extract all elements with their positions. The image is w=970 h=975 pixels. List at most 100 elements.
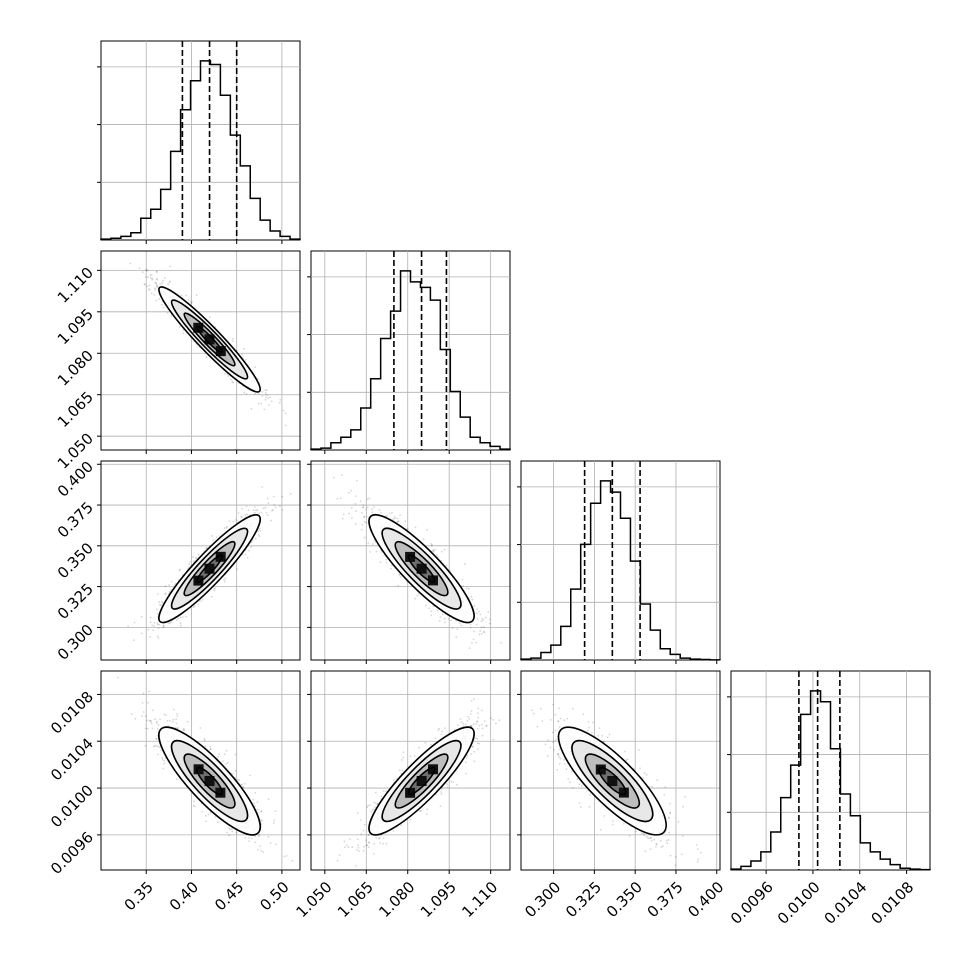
scatter-point	[355, 510, 357, 512]
scatter-point	[172, 721, 174, 723]
scatter-point	[147, 702, 149, 704]
scatter-point	[402, 770, 404, 772]
scatter-point	[228, 834, 230, 836]
scatter-point	[232, 338, 234, 340]
scatter-point	[143, 711, 145, 713]
scatter-point	[476, 624, 478, 626]
scatter-point	[252, 799, 254, 801]
scatter-point	[152, 710, 154, 712]
scatter-point	[425, 605, 427, 607]
scatter-point	[165, 585, 167, 587]
scatter-point	[180, 625, 182, 627]
scatter-point	[176, 722, 178, 724]
scatter-point	[273, 820, 275, 822]
panel-background	[101, 251, 300, 450]
scatter-point	[363, 846, 365, 848]
scatter-point	[461, 625, 463, 627]
scatter-panel-3-2	[307, 461, 517, 683]
scatter-point	[465, 773, 467, 775]
scatter-point	[489, 623, 491, 625]
scatter-point	[224, 581, 226, 583]
scatter-point	[437, 610, 439, 612]
scatter-point	[257, 849, 259, 851]
scatter-point	[191, 303, 193, 305]
scatter-point	[254, 792, 256, 794]
scatter-point	[226, 526, 228, 528]
scatter-point	[434, 549, 436, 551]
scatter-point	[176, 619, 178, 621]
scatter-point	[159, 718, 161, 720]
scatter-point	[193, 800, 195, 802]
scatter-point	[428, 607, 430, 609]
scatter-point	[175, 718, 177, 720]
scatter-point	[224, 527, 226, 529]
scatter-point	[464, 563, 466, 565]
scatter-point	[185, 295, 187, 297]
scatter-point	[363, 507, 365, 509]
scatter-point	[187, 721, 189, 723]
scatter-point	[476, 612, 478, 614]
scatter-point	[243, 392, 245, 394]
scatter-point	[145, 728, 147, 730]
scatter-point	[176, 713, 178, 715]
scatter-point	[478, 611, 480, 613]
scatter-point	[372, 543, 374, 545]
scatter-point	[184, 729, 186, 731]
scatter-point	[351, 507, 353, 509]
scatter-point	[343, 841, 345, 843]
scatter-point	[185, 616, 187, 618]
scatter-point	[232, 382, 234, 384]
scatter-point	[217, 756, 219, 758]
scatter-point	[209, 746, 211, 748]
scatter-point	[397, 518, 399, 520]
scatter-point	[135, 718, 137, 720]
scatter-point	[245, 359, 247, 361]
scatter-point	[439, 620, 441, 622]
scatter-point	[169, 266, 171, 268]
scatter-point	[246, 506, 248, 508]
scatter-point	[202, 599, 204, 601]
scatter-point	[199, 727, 201, 729]
scatter-point	[284, 856, 286, 858]
scatter-point	[262, 395, 264, 397]
scatter-point	[379, 509, 381, 511]
scatter-point	[261, 486, 263, 488]
scatter-point	[365, 509, 367, 511]
scatter-panel-3-1	[97, 461, 300, 664]
scatter-point	[393, 779, 395, 781]
scatter-point	[157, 635, 159, 637]
scatter-point	[426, 808, 428, 810]
scatter-point	[198, 604, 200, 606]
scatter-point	[160, 604, 162, 606]
scatter-point	[462, 585, 464, 587]
scatter-point	[516, 681, 518, 683]
scatter-point	[267, 395, 269, 397]
scatter-point	[240, 516, 242, 518]
scatter-point	[259, 845, 261, 847]
scatter-point	[161, 757, 163, 759]
scatter-point	[260, 850, 262, 852]
scatter-point	[291, 860, 293, 862]
scatter-panel-4-2	[307, 671, 510, 886]
scatter-point	[145, 269, 147, 271]
scatter-point	[394, 516, 396, 518]
scatter-point	[236, 568, 238, 570]
scatter-point	[158, 601, 160, 603]
scatter-point	[141, 633, 143, 635]
scatter-point	[238, 512, 240, 514]
scatter-point	[180, 616, 182, 618]
scatter-point	[468, 588, 470, 590]
scatter-point	[204, 739, 206, 741]
scatter-point	[440, 805, 442, 807]
scatter-point	[198, 554, 200, 556]
scatter-point	[154, 294, 156, 296]
scatter-point	[171, 581, 173, 583]
scatter-point	[213, 539, 215, 541]
scatter-point	[407, 529, 409, 531]
scatter-point	[476, 721, 478, 723]
scatter-point	[379, 842, 381, 844]
scatter-point	[263, 508, 265, 510]
scatter-point	[217, 821, 219, 823]
scatter-point	[142, 271, 144, 273]
scatter-point	[162, 759, 164, 761]
